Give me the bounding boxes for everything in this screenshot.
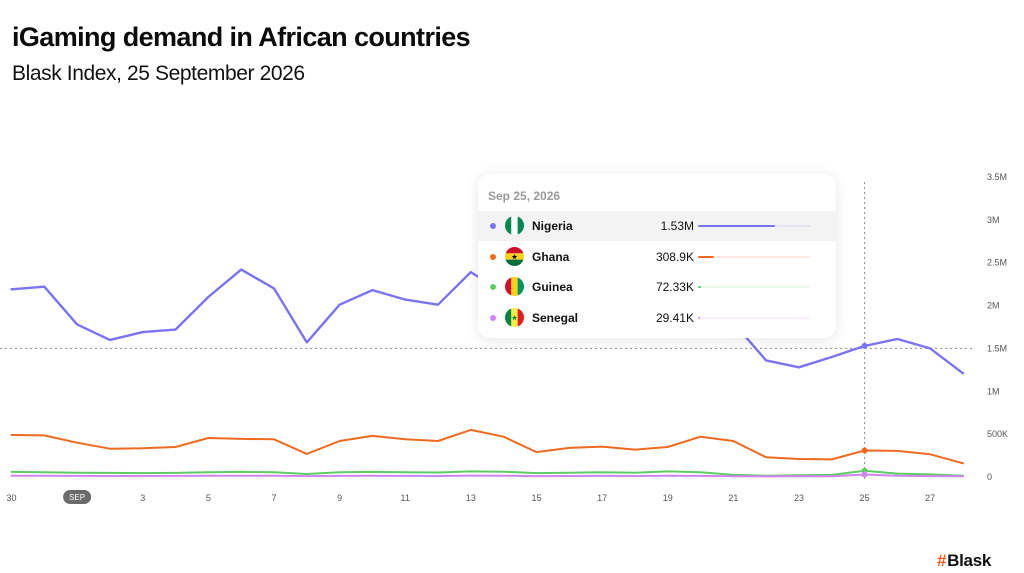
x-tick-label: 27 — [925, 493, 935, 503]
x-tick-label: 19 — [663, 493, 673, 503]
chart-tooltip: Sep 25, 2026 Nigeria 1.53M Ghana 308.9K Guin… — [478, 174, 836, 338]
tooltip-country-name: Guinea — [532, 280, 573, 294]
series-line-senegal — [10, 473, 964, 478]
x-tick-label: 7 — [271, 493, 276, 503]
chart-title: iGaming demand in African countries — [12, 22, 471, 52]
y-tick-label: 2.5M — [987, 258, 1007, 268]
y-tick-label: 3.5M — [987, 172, 1007, 182]
tooltip-share-bar — [698, 316, 810, 319]
y-axis: 0 500K 1M 1.5M 2M 2.5M 3M 3.5M — [987, 172, 1008, 482]
nigeria-flag-icon — [505, 216, 524, 235]
tooltip-share-fill — [698, 286, 702, 288]
series-color-dot — [490, 284, 496, 290]
y-tick-label: 1M — [987, 386, 1000, 396]
x-tick-label: 25 — [860, 493, 870, 503]
tooltip-value: 1.53M — [660, 219, 694, 233]
x-tick-label: 23 — [794, 493, 804, 503]
hover-point-senegal — [861, 471, 868, 478]
x-tick-label: 9 — [337, 493, 342, 503]
crosshair — [0, 182, 972, 480]
tooltip-share-fill — [698, 255, 714, 258]
x-axis: 30 SEP 3 5 7 9 11 13 15 17 19 21 23 25 27 — [6, 490, 935, 504]
tooltip-country-name: Nigeria — [532, 219, 573, 233]
x-tick-month-label: SEP — [69, 493, 85, 502]
chart-subtitle: Blask Index, 25 September 2026 — [12, 62, 305, 85]
series-color-dot — [490, 314, 496, 321]
tooltip-row-guinea: Guinea 72.33K — [478, 272, 836, 302]
brand-hash: # — [937, 551, 947, 570]
brand-logo: #Blask — [937, 551, 991, 571]
x-tick-label: 21 — [728, 493, 738, 503]
series-color-dot — [490, 223, 496, 229]
tooltip-row-ghana: Ghana 308.9K — [478, 242, 836, 272]
tooltip-share-fill — [698, 316, 700, 319]
hover-points — [861, 342, 868, 478]
y-tick-label: 2M — [987, 301, 1000, 311]
x-tick-month-pill — [63, 490, 92, 504]
tooltip-value: 29.41K — [655, 310, 694, 325]
guinea-flag-icon — [505, 277, 524, 296]
tooltip-value: 308.9K — [655, 249, 694, 264]
senegal-flag-icon — [505, 307, 524, 327]
x-tick-label: 3 — [140, 493, 145, 503]
series-line-guinea — [10, 469, 964, 477]
x-tick-label: 5 — [206, 493, 211, 503]
hover-point-ghana — [861, 447, 868, 454]
y-tick-label: 1.5M — [987, 343, 1007, 353]
tooltip-country-name: Ghana — [532, 249, 570, 264]
x-tick-label: 11 — [401, 493, 410, 503]
y-tick-label: 0 — [987, 472, 992, 482]
tooltip-share-fill — [698, 225, 776, 227]
tooltip-share-bar — [698, 255, 810, 258]
y-tick-label: 3M — [987, 215, 1000, 225]
x-tick-label: 30 — [6, 493, 16, 503]
y-tick-label: 500K — [987, 429, 1008, 439]
hover-point-nigeria — [861, 342, 868, 349]
series-line-ghana — [10, 428, 964, 465]
x-tick-label: 13 — [466, 493, 476, 503]
tooltip-value: 72.33K — [655, 280, 694, 294]
tooltip-share-bar — [698, 286, 810, 288]
series-color-dot — [490, 253, 496, 260]
brand-name: Blask — [947, 551, 992, 570]
x-tick-label: 17 — [597, 493, 607, 503]
tooltip-date: Sep 25, 2026 — [488, 189, 561, 203]
x-tick-label: 15 — [531, 493, 541, 503]
tooltip-country-name: Senegal — [532, 310, 579, 325]
tooltip-share-bar — [698, 225, 810, 227]
tooltip-row-nigeria: Nigeria 1.53M — [478, 211, 836, 241]
ghana-flag-icon — [505, 246, 524, 266]
tooltip-row-senegal: Senegal 29.41K — [478, 303, 836, 333]
